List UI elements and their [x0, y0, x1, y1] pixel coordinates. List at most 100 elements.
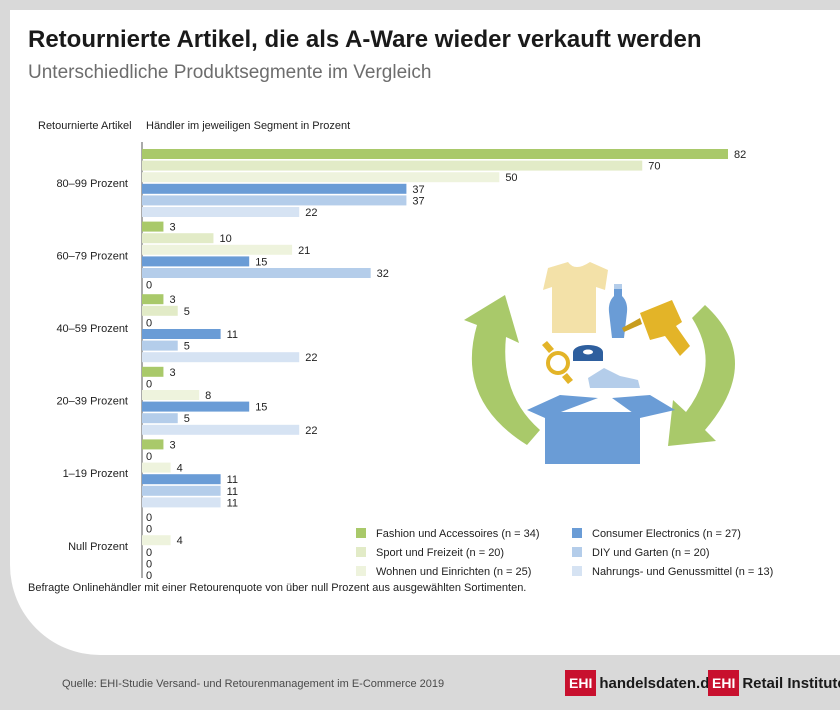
legend-swatch [356, 528, 366, 538]
bar [142, 424, 300, 435]
retail-institute-logo-text: Retail Institute® [742, 675, 840, 692]
footnote: Befragte Onlinehändler mit einer Retoure… [28, 582, 527, 594]
category-label: 40–59 Prozent [56, 323, 128, 335]
box-flap-right [612, 395, 675, 418]
data-label: 11 [227, 497, 238, 509]
data-label: 82 [734, 149, 746, 161]
bar [142, 268, 371, 278]
bar [142, 390, 200, 400]
data-label: 0 [146, 317, 152, 329]
data-label: 37 [412, 195, 424, 207]
bottle-icon [608, 288, 628, 338]
data-label: 0 [146, 558, 152, 570]
legend-swatch [356, 566, 366, 576]
bar [142, 413, 178, 424]
bar [142, 462, 171, 473]
category-label: 80–99 Prozent [56, 178, 128, 190]
handelsdaten-logo-text: handelsdaten.de [599, 674, 718, 692]
data-label: 3 [169, 367, 175, 379]
category-label: 20–39 Prozent [56, 396, 128, 408]
data-label: 37 [412, 184, 424, 196]
data-label: 15 [255, 402, 267, 414]
legend-entry: Nahrungs- und Genussmittel (n = 13) [592, 566, 773, 578]
ehi-retail-institute-logo: EHI Retail Institute® [708, 670, 840, 696]
watch-icon [546, 351, 570, 375]
bar [142, 474, 221, 485]
source-text: Quelle: EHI-Studie Versand- und Retouren… [62, 678, 445, 690]
bar [142, 244, 293, 255]
bar [142, 352, 300, 363]
data-label: 11 [227, 486, 238, 498]
category-label: Null Prozent [68, 541, 128, 553]
data-label: 3 [169, 294, 175, 306]
data-label: 0 [146, 570, 152, 582]
bar [142, 305, 178, 316]
recycling-illustration [464, 262, 735, 464]
data-label: 22 [305, 207, 317, 219]
data-label: 0 [146, 524, 152, 536]
legend-entry: Consumer Electronics (n = 27) [592, 528, 741, 540]
chart-title: Retournierte Artikel, die als A-Ware wie… [28, 26, 702, 53]
handelsdaten-logo: EHI handelsdaten.de [565, 670, 718, 696]
data-label: 22 [305, 425, 317, 437]
data-label: 4 [177, 535, 183, 547]
data-label: 0 [146, 547, 152, 559]
data-label: 22 [305, 352, 317, 364]
legend-entry: Sport und Freizeit (n = 20) [376, 547, 504, 559]
data-label: 3 [169, 222, 175, 234]
legend-swatch [572, 528, 582, 538]
bar [142, 160, 643, 171]
legend-entry: DIY und Garten (n = 20) [592, 547, 710, 559]
bar [142, 485, 221, 496]
bar [142, 233, 214, 244]
bar [142, 401, 250, 412]
data-label: 15 [255, 256, 267, 268]
ehi-logo-box: EHI [565, 670, 597, 696]
box-flap-left [527, 395, 598, 418]
drill-icon [640, 300, 690, 356]
legend-swatch [356, 547, 366, 557]
data-label: 0 [146, 378, 152, 390]
bar [142, 294, 164, 305]
bottle-cap-icon [614, 284, 622, 289]
category-label: 60–79 Prozent [56, 250, 128, 262]
bar [142, 183, 407, 194]
data-label: 11 [227, 329, 238, 341]
data-label: 10 [219, 233, 231, 245]
category-label: 1–19 Prozent [63, 468, 128, 480]
bar [142, 366, 164, 377]
data-label: 5 [184, 341, 190, 353]
data-label: 8 [205, 390, 211, 402]
box-icon [545, 412, 640, 464]
data-label: 4 [177, 463, 183, 475]
bar [142, 497, 221, 508]
legend-entry: Fashion und Accessoires (n = 34) [376, 528, 540, 540]
data-label: 0 [146, 451, 152, 463]
bar [142, 535, 171, 546]
bar [142, 195, 407, 206]
bar [142, 340, 178, 351]
data-label: 21 [298, 245, 310, 257]
data-label: 0 [146, 512, 152, 524]
bar [142, 149, 728, 159]
legend-entry: Wohnen und Einrichten (n = 25) [376, 566, 531, 578]
bar [142, 256, 250, 267]
chart-subtitle: Unterschiedliche Produktsegmente im Verg… [28, 62, 432, 83]
shoe-icon [588, 368, 640, 388]
data-label: 3 [169, 439, 175, 451]
data-label: 5 [184, 413, 190, 425]
bar [142, 172, 500, 183]
category-column-header: Retournierte Artikel [38, 120, 132, 132]
retail-institute-text: Retail Institute [742, 674, 840, 692]
shirt-icon [543, 262, 608, 333]
legend-swatch [572, 547, 582, 557]
right-return-arrow-icon [668, 305, 735, 446]
data-label: 5 [184, 306, 190, 318]
value-column-header: Händler im jeweiligen Segment in Prozent [146, 120, 351, 132]
ehi-logo-box-2: EHI [708, 670, 740, 696]
bar [142, 329, 221, 339]
bar [142, 207, 300, 217]
bar [142, 221, 164, 232]
bar [142, 439, 164, 450]
